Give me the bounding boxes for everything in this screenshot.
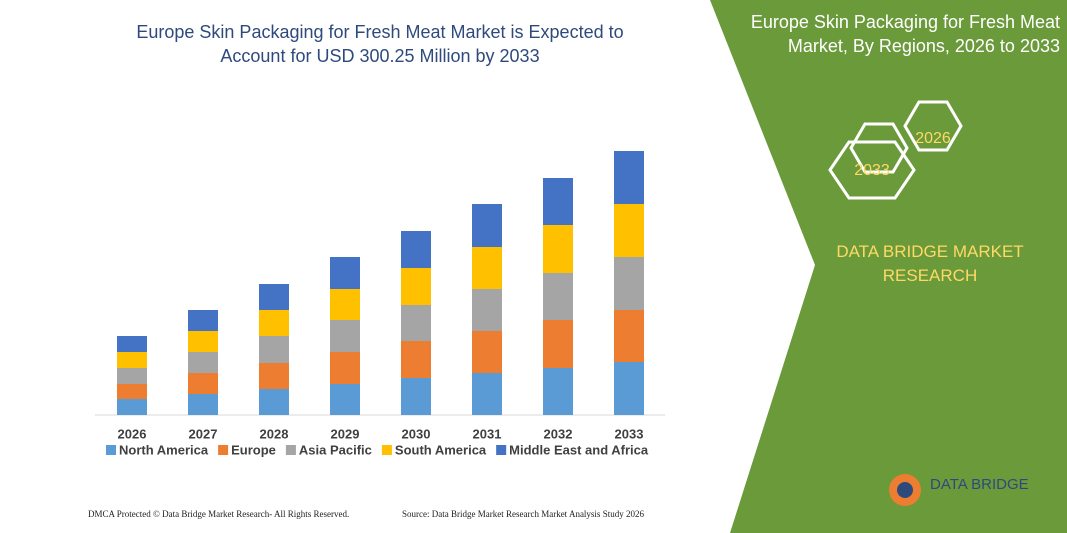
bar-segment bbox=[472, 331, 502, 373]
bar-segment bbox=[259, 284, 289, 310]
bar-segment bbox=[614, 151, 644, 204]
bar-segment bbox=[117, 368, 147, 384]
bar-segment bbox=[259, 336, 289, 363]
hexagon bbox=[828, 140, 916, 200]
bar-segment bbox=[472, 247, 502, 289]
bar-segment bbox=[330, 352, 360, 384]
bar-segment bbox=[401, 231, 431, 268]
bar-segment bbox=[614, 362, 644, 415]
legend-swatch bbox=[381, 445, 392, 455]
bar-segment bbox=[259, 363, 289, 389]
bar-segment bbox=[543, 225, 573, 273]
bar-segment bbox=[401, 268, 431, 305]
brand: DATA BRIDGE MARKET RESEARCH bbox=[836, 242, 1024, 285]
side-title: Europe Skin Packaging for Fresh Meat Mar… bbox=[750, 12, 1060, 56]
legend-label: South America bbox=[395, 442, 487, 457]
legend-label: Middle East and Africa bbox=[509, 442, 649, 457]
legend-swatch bbox=[106, 445, 116, 455]
legend-label: North America bbox=[119, 442, 209, 457]
x-tick-label: 2032 bbox=[544, 426, 573, 441]
bar-segment bbox=[330, 384, 360, 415]
bar-segment bbox=[259, 310, 289, 336]
hex-label: 2033 bbox=[854, 162, 890, 179]
bar-segment bbox=[472, 289, 502, 331]
bar-segment bbox=[117, 399, 147, 415]
legend-label: Europe bbox=[231, 442, 276, 457]
x-tick-label: 2031 bbox=[473, 426, 502, 441]
bar-segment bbox=[188, 394, 218, 415]
footer-right: Source: Data Bridge Market Research Mark… bbox=[402, 509, 644, 519]
hexagon bbox=[849, 122, 909, 174]
legend-swatch bbox=[218, 445, 229, 455]
x-tick-label: 2027 bbox=[189, 426, 218, 441]
legend-label: Asia Pacific bbox=[299, 442, 372, 457]
bar-segment bbox=[330, 320, 360, 352]
logo-icon bbox=[897, 482, 913, 498]
bar-segment bbox=[401, 305, 431, 341]
x-tick-label: 2033 bbox=[615, 426, 644, 441]
bar-segment bbox=[614, 310, 644, 362]
hex-label: 2026 bbox=[915, 130, 951, 147]
bar-segment bbox=[117, 336, 147, 352]
chart-title: Europe Skin Packaging for Fresh Meat Mar… bbox=[136, 22, 624, 66]
bar-segment bbox=[472, 373, 502, 415]
bar-segment bbox=[330, 289, 360, 320]
bar-segment bbox=[188, 331, 218, 352]
bar-segment bbox=[330, 257, 360, 289]
x-tick-label: 2029 bbox=[331, 426, 360, 441]
bar-segment bbox=[259, 389, 289, 415]
side-panel bbox=[710, 0, 1067, 533]
x-tick-label: 2026 bbox=[118, 426, 147, 441]
legend-swatch bbox=[496, 445, 507, 455]
bar-segment bbox=[401, 378, 431, 415]
bar-segment bbox=[543, 368, 573, 415]
bar-segment bbox=[614, 257, 644, 310]
bar-segment bbox=[188, 352, 218, 373]
bar-segment bbox=[472, 204, 502, 247]
bar-segment bbox=[401, 341, 431, 378]
bar-segment bbox=[543, 178, 573, 225]
bar-segment bbox=[117, 352, 147, 368]
hexagon bbox=[903, 100, 963, 152]
x-tick-label: 2028 bbox=[260, 426, 289, 441]
bar-segment bbox=[117, 384, 147, 399]
bar-segment bbox=[543, 273, 573, 320]
bar-segment bbox=[543, 320, 573, 368]
x-tick-label: 2030 bbox=[402, 426, 431, 441]
legend-swatch bbox=[285, 445, 296, 455]
bar-segment bbox=[188, 373, 218, 394]
footer-left: DMCA Protected © Data Bridge Market Rese… bbox=[88, 509, 350, 519]
bar-segment bbox=[614, 204, 644, 257]
bar-segment bbox=[188, 310, 218, 331]
logo-text: DATA BRIDGE bbox=[930, 476, 1029, 493]
